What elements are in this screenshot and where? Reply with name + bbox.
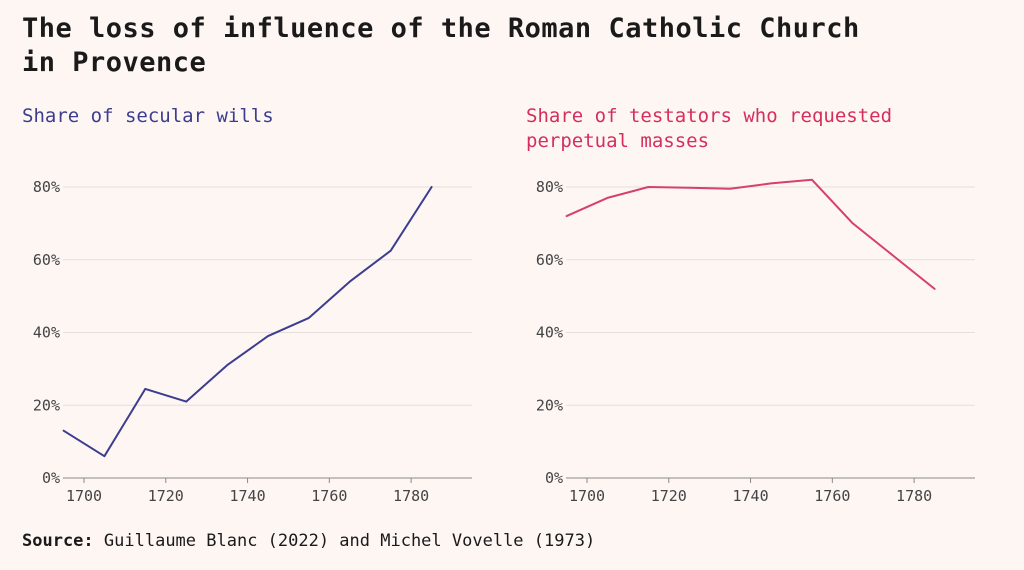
right-y-tick-label-40: 40%: [536, 324, 563, 342]
right-data-point-1715: [646, 185, 651, 190]
right-y-tick-label-20: 20%: [536, 396, 563, 414]
left-data-point-1705: [102, 454, 107, 459]
left-data-point-1695: [61, 428, 66, 433]
left-data-point-1765: [347, 279, 352, 284]
right-x-tick-label-1780: 1780: [896, 487, 932, 505]
right-series-line: [565, 178, 936, 290]
left-data-point-1745: [266, 334, 271, 339]
left-data-point-1725: [184, 399, 189, 404]
right-data-point-1755: [809, 177, 814, 182]
left-data-point-1755: [306, 315, 311, 320]
left-x-tick-label-1740: 1740: [229, 487, 265, 505]
left-y-tick-label-0: 0%: [42, 469, 60, 487]
right-data-point-1705: [605, 195, 610, 200]
left-data-point-1775: [388, 248, 393, 253]
chart-title-line-2: in Provence: [22, 47, 207, 78]
left-data-point-1715: [143, 386, 148, 391]
left-y-tick-label-60: 60%: [33, 251, 60, 269]
left-x-tick-label-1700: 1700: [66, 487, 102, 505]
right-y-tick-label-80: 80%: [536, 178, 563, 196]
source-label: Source:: [22, 531, 94, 551]
right-x-tick-label-1720: 1720: [651, 487, 687, 505]
right-data-point-1735: [728, 186, 733, 191]
right-chart-subtitle: Share of testators who requested perpetu…: [526, 105, 893, 152]
left-chart-subtitle: Share of secular wills: [22, 105, 274, 127]
left-x-tick-label-1760: 1760: [311, 487, 347, 505]
left-y-tick-label-40: 40%: [33, 324, 60, 342]
left-y-tick-label-20: 20%: [33, 396, 60, 414]
left-series-line: [62, 186, 433, 458]
right-data-point-1785: [932, 286, 937, 291]
left-x-tick-label-1720: 1720: [148, 487, 184, 505]
right-x-tick-label-1760: 1760: [814, 487, 850, 505]
left-x-tick-label-1780: 1780: [393, 487, 429, 505]
chart-title: The loss of influence of the Roman Catho…: [22, 12, 922, 80]
right-x-tick-label-1740: 1740: [732, 487, 768, 505]
right-data-point-1765: [850, 221, 855, 226]
source-note: Source: Guillaume Blanc (2022) and Miche…: [22, 531, 595, 551]
chart-title-line-1: The loss of influence of the Roman Catho…: [22, 13, 860, 44]
left-y-tick-label-80: 80%: [33, 178, 60, 196]
right-data-point-1695: [564, 214, 569, 219]
source-text: Guillaume Blanc (2022) and Michel Vovell…: [103, 531, 596, 551]
left-data-point-1785: [429, 185, 434, 190]
left-data-point-1735: [225, 363, 230, 368]
right-data-point-1745: [769, 181, 774, 186]
right-y-tick-label-60: 60%: [536, 251, 563, 269]
right-x-tick-label-1700: 1700: [569, 487, 605, 505]
right-data-point-1725: [687, 185, 692, 190]
right-y-tick-label-0: 0%: [545, 469, 563, 487]
right-data-point-1775: [891, 254, 896, 259]
